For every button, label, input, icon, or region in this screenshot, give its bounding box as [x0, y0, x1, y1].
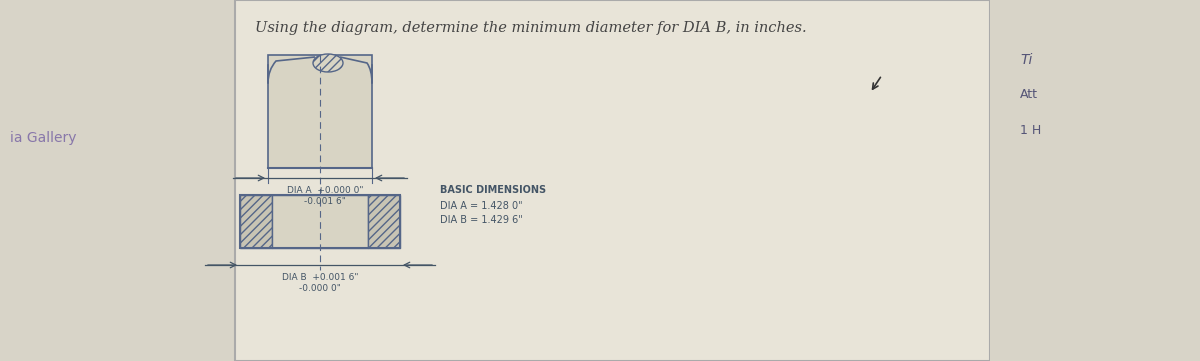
Bar — [240, 195, 400, 248]
Text: -0.000 0": -0.000 0" — [299, 284, 341, 293]
Ellipse shape — [313, 54, 343, 72]
Text: Ti: Ti — [1020, 53, 1032, 67]
Bar — [990, 0, 1200, 361]
Bar — [368, 195, 400, 248]
Bar — [235, 0, 990, 361]
Text: BASIC DIMENSIONS: BASIC DIMENSIONS — [440, 185, 546, 195]
Text: DIA B  +0.001 6": DIA B +0.001 6" — [282, 273, 359, 282]
Text: -0.001 6": -0.001 6" — [304, 197, 346, 206]
Text: Using the diagram, determine the minimum diameter for DIA B, in inches.: Using the diagram, determine the minimum… — [256, 21, 806, 35]
Text: ia Gallery: ia Gallery — [10, 131, 77, 145]
Bar — [268, 55, 372, 168]
Text: 1 H: 1 H — [1020, 123, 1042, 136]
Text: DIA A = 1.428 0": DIA A = 1.428 0" — [440, 201, 523, 211]
Bar — [272, 195, 368, 248]
Bar — [240, 195, 272, 248]
Text: DIA B = 1.429 6": DIA B = 1.429 6" — [440, 215, 523, 225]
Text: Att: Att — [1020, 88, 1038, 101]
Text: DIA A  +0.000 0": DIA A +0.000 0" — [287, 186, 364, 195]
